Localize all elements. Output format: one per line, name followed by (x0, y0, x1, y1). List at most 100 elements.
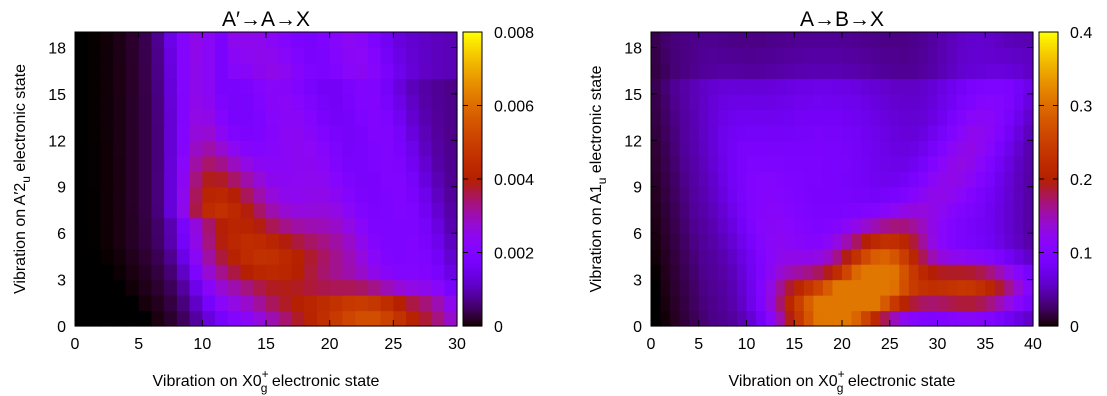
heatmap-cell (316, 248, 331, 265)
heatmap-cell (151, 155, 165, 172)
colorbar-step (463, 122, 482, 126)
colorbar-step (1039, 71, 1058, 75)
heatmap-cell (266, 155, 280, 172)
heatmap-cell (651, 78, 662, 95)
heatmap-cell (708, 202, 719, 219)
y-tick-label: 15 (48, 87, 66, 104)
heatmap-cell (431, 155, 445, 172)
x-tick-label: 25 (384, 336, 402, 353)
heatmap-cell (927, 140, 939, 157)
colorbar-step (463, 39, 482, 43)
heatmap-cell (1023, 279, 1034, 296)
colorbar-step (463, 267, 482, 271)
heatmap-cell (342, 202, 356, 219)
heatmap-cell (342, 155, 356, 172)
heatmap-cell (151, 264, 165, 281)
heatmap-cell (1004, 248, 1015, 265)
heatmap-cell (304, 62, 318, 80)
heatmap-cell (138, 78, 152, 95)
colorbar-step (1039, 161, 1058, 165)
heatmap-cell (822, 248, 834, 265)
colorbar-step (1039, 34, 1058, 38)
heatmap-cell (202, 217, 216, 234)
colorbar-step (1039, 264, 1058, 268)
heatmap-cell (431, 124, 445, 141)
heatmap-cell (927, 279, 939, 296)
heatmap-cell (708, 124, 719, 141)
colorbar-step (1039, 166, 1058, 170)
heatmap-cell (1023, 171, 1034, 188)
colorbar-step (1039, 186, 1058, 190)
heatmap-cell (746, 109, 757, 126)
heatmap-cell (937, 248, 948, 265)
heatmap-cell (380, 217, 394, 234)
heatmap-cell (784, 47, 795, 64)
heatmap-cell (918, 32, 929, 49)
y-tick-label: 18 (48, 40, 66, 57)
colorbar-step (463, 95, 482, 99)
colorbar-step (1039, 115, 1058, 119)
colorbar-step (1039, 174, 1058, 178)
colorbar-step (463, 73, 482, 77)
colorbar-step (463, 36, 482, 40)
colorbar-step (1039, 183, 1058, 187)
heatmap-cell (1004, 78, 1015, 95)
heatmap-cell (975, 171, 986, 188)
colorbar-step (463, 78, 482, 82)
heatmap-cell (966, 295, 977, 312)
heatmap-cell (1013, 264, 1025, 281)
heatmap-cell (240, 93, 254, 110)
heatmap-cell (189, 310, 203, 327)
heatmap-cell (803, 124, 814, 141)
heatmap-cell (189, 124, 203, 141)
colorbar-step (463, 196, 482, 200)
heatmap-cell (1013, 171, 1025, 188)
heatmap-cell (794, 264, 805, 281)
heatmap-cell (227, 295, 242, 312)
heatmap-cell (813, 47, 824, 64)
heatmap-cell (966, 47, 977, 64)
heatmap-cell (87, 233, 102, 250)
colorbar-step (463, 56, 482, 60)
colorbar-step (463, 174, 482, 178)
heatmap-cell (176, 202, 191, 219)
heatmap-cell (215, 32, 229, 49)
heatmap-cell (75, 47, 89, 64)
colorbar-step (463, 66, 482, 70)
heatmap-cell (937, 295, 948, 312)
heatmap-cell (889, 202, 900, 219)
heatmap-cell (813, 171, 824, 188)
colorbar-step (1039, 107, 1058, 111)
heatmap-cell (1013, 47, 1025, 64)
colorbar-step (463, 269, 482, 273)
heatmap-cell (746, 62, 757, 80)
heatmap-cell (746, 93, 757, 110)
heatmap-cell (689, 186, 700, 203)
heatmap-cell (870, 62, 881, 80)
heatmap-cell (444, 310, 458, 327)
heatmap-cell (176, 93, 191, 110)
heatmap-cell (176, 264, 191, 281)
x-axis-label-sub: g (837, 381, 844, 395)
heatmap-cell (151, 248, 165, 265)
heatmap-cell (113, 264, 127, 281)
y-axis-label: Vibration on A′2u electronic state (12, 64, 33, 294)
heatmap-cell (822, 279, 834, 296)
heatmap-cell (851, 279, 862, 296)
heatmap-cell (985, 124, 996, 141)
colorbar-step (1039, 303, 1058, 307)
heatmap-cell (899, 186, 910, 203)
heatmap-cell (736, 248, 748, 265)
colorbar-step (1039, 95, 1058, 99)
heatmap-cell (406, 217, 420, 234)
heatmap-cell (253, 109, 267, 126)
colorbar-step (463, 213, 482, 217)
colorbar-step (1039, 125, 1058, 129)
heatmap-cell (670, 109, 681, 126)
heatmap-cell (832, 124, 843, 141)
heatmap-cell (813, 140, 824, 157)
colorbar-step (1039, 88, 1058, 92)
heatmap-cell (164, 155, 178, 172)
heatmap-cell (342, 217, 356, 234)
